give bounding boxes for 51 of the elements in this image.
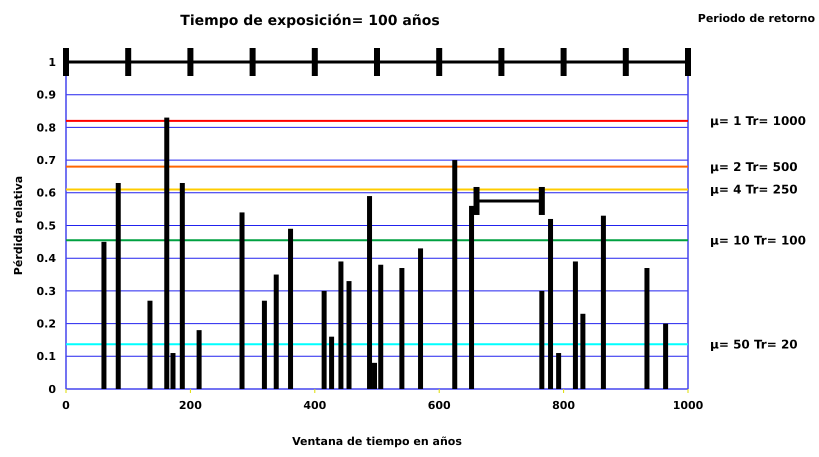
bar xyxy=(469,206,474,389)
bar xyxy=(580,314,586,389)
x-tick-label: 0 xyxy=(62,399,70,412)
y-tick-label: 0.8 xyxy=(36,121,56,134)
bar xyxy=(288,228,294,389)
bar xyxy=(399,268,404,389)
x-tick-label: 400 xyxy=(303,399,327,412)
bar xyxy=(418,248,424,389)
bar xyxy=(329,336,334,389)
text: µ= 50 Tr= 20 xyxy=(710,337,798,352)
bar xyxy=(338,261,344,389)
bar xyxy=(147,300,152,389)
y-tick-label: 0.2 xyxy=(36,317,56,330)
y-tick-label: 0.9 xyxy=(36,88,56,102)
bar xyxy=(322,290,327,389)
bar xyxy=(274,274,279,389)
x-tick-label: 1000 xyxy=(672,399,704,412)
bar xyxy=(346,281,352,389)
y-tick-label: 0.6 xyxy=(36,186,56,200)
x-tick-label: 800 xyxy=(552,399,576,412)
bar xyxy=(572,261,578,389)
x-axis-title: Ventana de tiempo en años xyxy=(292,435,462,448)
y-tick-label: 1 xyxy=(48,56,56,69)
bar xyxy=(539,290,544,389)
text: µ= 4 Tr= 250 xyxy=(710,182,798,197)
y-tick-label: 0.3 xyxy=(36,284,56,298)
y-tick-label: 0 xyxy=(48,382,56,396)
bar xyxy=(196,330,202,389)
x-tick-label: 200 xyxy=(178,399,202,412)
bar xyxy=(180,182,185,389)
bar xyxy=(556,353,562,389)
bar xyxy=(116,182,121,389)
bar xyxy=(101,242,106,389)
y-tick-label: 0.7 xyxy=(36,154,56,167)
text: µ= 2 Tr= 500 xyxy=(710,160,798,174)
text: Periodo de retorno xyxy=(698,12,816,25)
bar xyxy=(262,300,267,389)
bar xyxy=(600,216,606,389)
chart-title: Tiempo de exposición= 100 años xyxy=(180,13,440,29)
bar xyxy=(548,218,554,389)
bar xyxy=(240,212,245,389)
y-tick-label: 0.5 xyxy=(36,219,56,232)
x-tick-label: 600 xyxy=(428,399,452,412)
bar xyxy=(452,160,458,389)
y-tick-label: 0.1 xyxy=(36,350,56,364)
y-axis-title: Pérdida relativa xyxy=(12,176,25,276)
bar xyxy=(663,324,668,389)
text: µ= 10 Tr= 100 xyxy=(710,233,806,248)
text: µ= 1 Tr= 1000 xyxy=(710,114,806,128)
y-tick-label: 0.4 xyxy=(36,252,56,266)
bar xyxy=(644,268,650,389)
